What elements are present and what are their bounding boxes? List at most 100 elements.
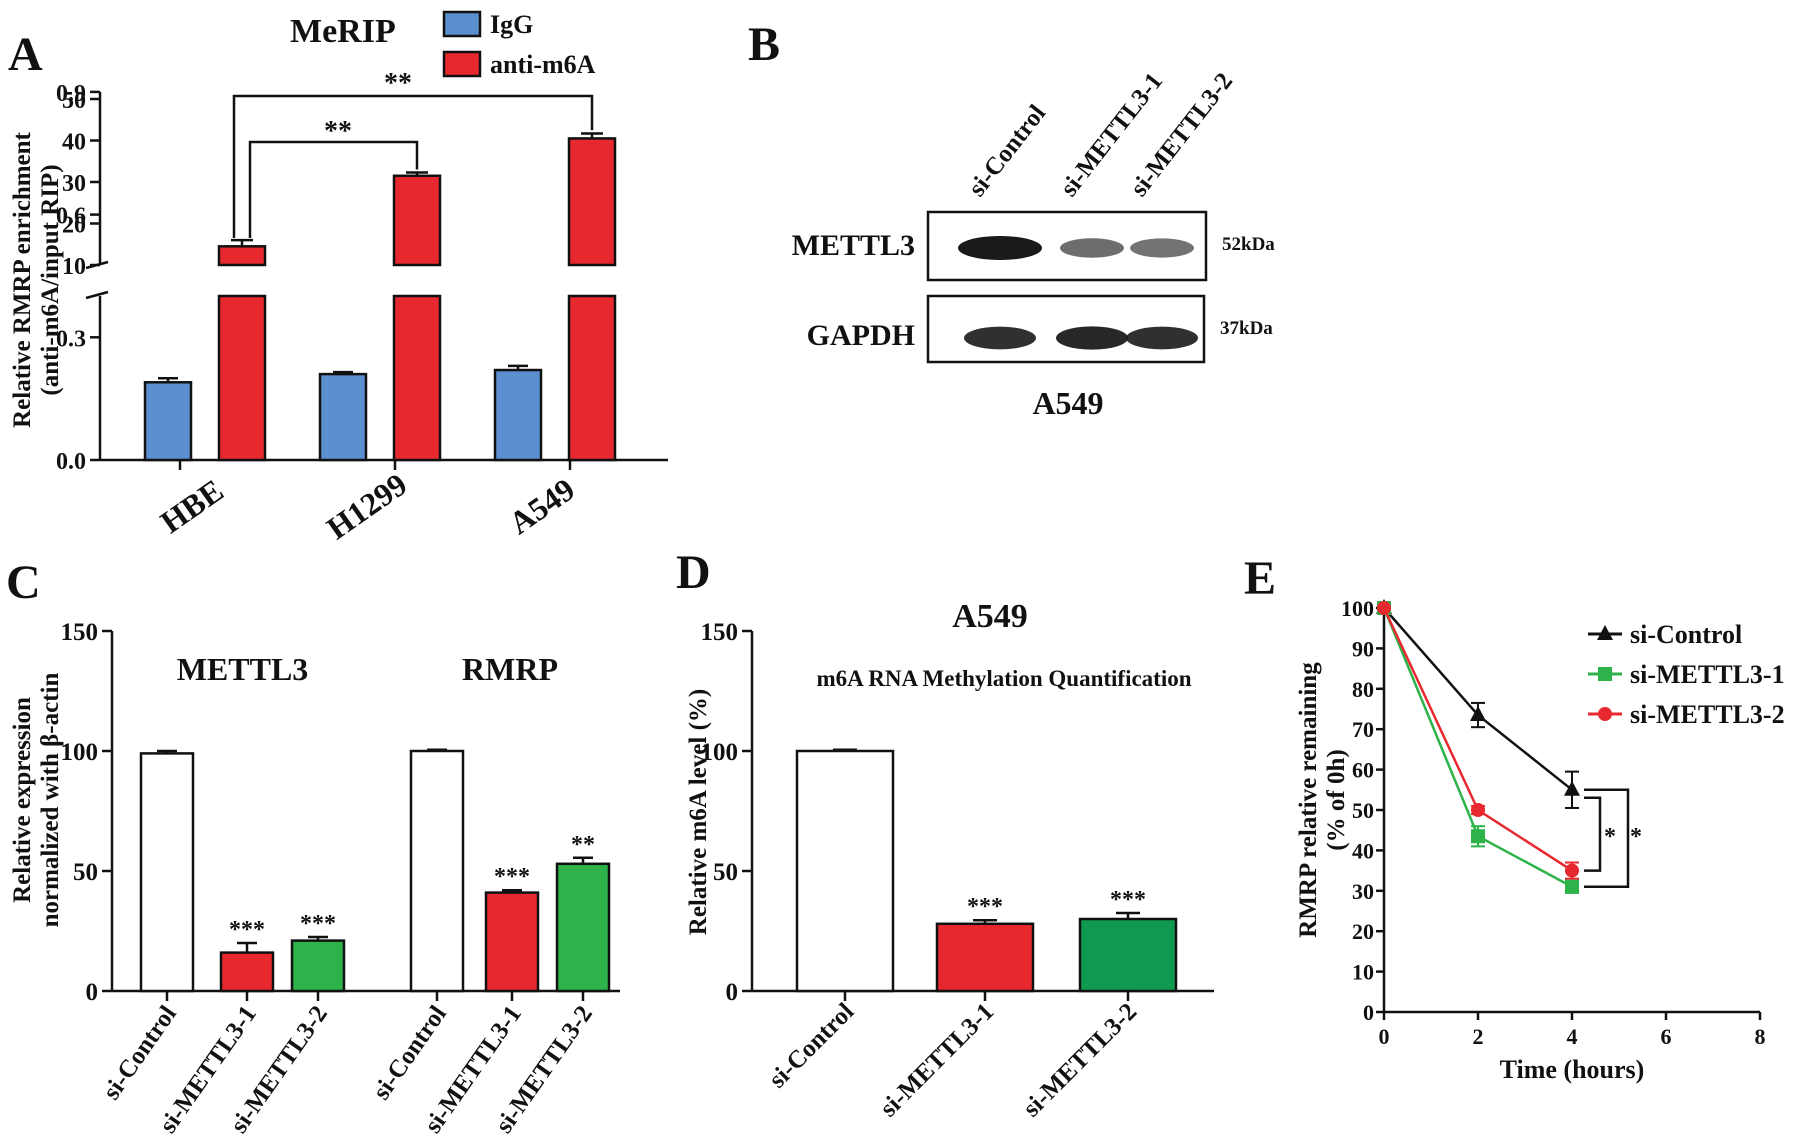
panel-c-ytick-label: 0 [86,979,99,1006]
blot-band-gapdh [1126,326,1198,350]
blot-frame-gapdh [926,294,1206,364]
panel-e-xtick-label: 2 [1473,1024,1484,1049]
panel-a-legend-label-0: IgG [490,10,533,39]
panel-a-ytick-label: 0.9 [56,81,86,107]
panel-e-ytick-label: 90 [1352,636,1374,661]
panel-a-chart: MeRIP Relative RMRP enrichment (anti-m6A… [9,10,668,546]
blot-size-mettl3: 52kDa [1222,234,1275,255]
panel-e-xtick-label: 8 [1755,1024,1766,1049]
panel-d-xtick-label: si-METTL3-1 [875,998,999,1122]
panel-d-ytick-label: 50 [713,859,738,886]
panel-e-marker-circle [1377,601,1391,615]
panel-a-xtick-label: H1299 [320,466,413,546]
panel-a-bar-igg [318,372,368,462]
panel-e-legend-marker [1598,667,1612,681]
panel-label-b: B [748,18,780,71]
panel-c-bar [139,752,195,993]
panel-a-legend-swatch-1 [442,50,482,78]
panel-d-bar [1078,917,1178,993]
blot-label-mettl3: METTL3 [792,229,915,262]
panel-e-legend-label: si-METTL3-1 [1630,660,1785,689]
panel-d-bar [935,922,1035,993]
panel-b-western-blot: si-Control si-METTL3-1si-METTL3-2 METTL3 … [792,68,1276,421]
panel-a-ytick-label: 10 [62,254,86,280]
panel-a-ylabel-2: (anti-m6A/input RIP) [37,164,64,395]
panel-e-ytick-label: 30 [1352,879,1374,904]
panel-e-xtick-label: 0 [1379,1024,1390,1049]
panel-e-marker-circle [1565,863,1579,878]
panel-e-ytick-label: 10 [1352,960,1374,985]
panel-a-ytick-label: 0.6 [56,204,86,230]
panel-a-sig-bracket-short [248,140,419,239]
panel-a-bar-m6a-lower [392,294,442,462]
panel-a-bar-igg [143,381,193,462]
panel-d-xtick-label: si-METTL3-2 [1018,998,1142,1122]
panel-c-ytick-label: 50 [73,859,98,886]
panel-a-bar-m6a-upper [392,174,442,267]
panel-c-sig: *** [300,911,336,937]
blot-band-gapdh [1056,326,1128,350]
blot-label-gapdh: GAPDH [807,319,915,352]
panel-c-sig: *** [229,917,265,943]
panel-e-xtick-label: 6 [1661,1024,1672,1049]
panel-c-sig: ** [571,832,595,858]
panel-e-ytick-label: 0 [1363,1000,1374,1025]
panel-c-ytick-label: 100 [61,739,99,766]
blot-band-gapdh [964,326,1036,350]
panel-e-ytick-label: 100 [1341,596,1374,621]
panel-a-xtick-label: A549 [502,471,581,541]
panel-d-ytick-label: 0 [726,979,739,1006]
blot-band-mettl3 [958,236,1042,260]
panel-d-sig: *** [1110,887,1146,913]
panel-a-bar-igg [493,368,543,462]
panel-a-axis-break [85,290,109,300]
panel-label-a: A [8,28,43,81]
panel-a-title: MeRIP [290,13,396,50]
panel-e-marker-triangle [1470,706,1486,722]
panel-c-chart: Relative expression normalized with β-ac… [9,619,620,1138]
panel-a-sig-short: ** [324,116,352,147]
panel-a-legend-label-1: anti-m6A [490,50,596,79]
panel-d-ylabel: Relative m6A level (%) [685,689,712,935]
panel-e-sig-2: * [1630,824,1642,850]
panel-d-bar [795,749,895,993]
panel-e-ytick-label: 40 [1352,838,1374,863]
panel-e-sig-bracket-outer [1584,788,1630,889]
panel-a-legend-swatch-0 [442,10,482,38]
panel-a-ytick-label: 50 [62,88,86,114]
panel-c-xtick-label: si-Control [368,1001,452,1105]
panel-a-ytick-label: 0.0 [56,449,86,475]
panel-e-ytick-label: 70 [1352,717,1374,742]
panel-e-ylabel-2: (% of 0h) [1323,749,1350,850]
blot-size-gapdh: 37kDa [1220,318,1273,339]
panel-d-sig: *** [967,894,1003,920]
panel-d-ytick-label: 100 [701,739,739,766]
panel-d-subtitle: m6A RNA Methylation Quantification [816,666,1191,691]
panel-e-marker-square [1471,829,1485,844]
panel-e-chart: 0 10 20 30 40 50 60 70 80 90 100 0 2 4 6 8 Time (hours) R… [1295,596,1785,1084]
panel-a-sig-bracket-long [232,94,594,239]
blot-frame-mettl3 [926,210,1208,282]
panel-a-bar-m6a-lower [567,294,617,462]
panel-e-sig-1: * [1604,824,1616,850]
panel-e-marker-square [1565,879,1579,894]
panel-c-sig: *** [494,864,530,890]
panel-d-chart: A549 m6A RNA Methylation Quantification … [685,598,1214,1122]
panel-e-legend-label: si-Control [1630,620,1742,649]
panel-d-title: A549 [952,598,1028,635]
panel-e-marker-triangle [1564,780,1580,796]
panel-c-bar [290,939,346,993]
panel-e-legend-marker [1597,625,1613,640]
panel-e-line-si-control [1383,607,1573,791]
panel-a-ytick-label: 30 [62,171,86,197]
panel-e-ytick-label: 50 [1352,798,1374,823]
panel-e-legend-label: si-METTL3-2 [1630,700,1785,729]
panel-a-bar-m6a-upper [567,137,617,267]
panel-e-ylabel-1: RMRP relative remaining [1295,662,1322,938]
panel-label-c: C [6,556,41,609]
panel-c-bar [219,951,275,993]
panel-e-marker-circle [1471,803,1485,817]
panel-d-ytick-label: 150 [701,619,739,646]
panel-c-ylabel-1: Relative expression [9,697,36,903]
